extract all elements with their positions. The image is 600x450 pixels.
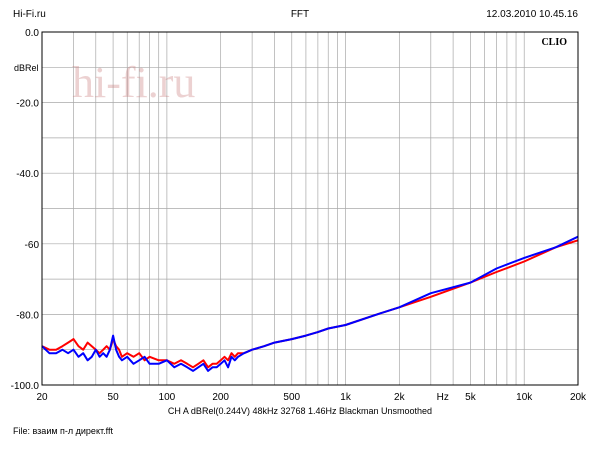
x-tick-label: 2k	[394, 392, 406, 403]
y-tick-label: 0.0	[25, 28, 39, 39]
y-tick-label: -60	[25, 240, 40, 251]
header-chart-title: FFT	[290, 9, 310, 20]
header-timestamp: 12.03.2010 10.45.16	[486, 9, 578, 20]
x-tick-label: 1k	[340, 392, 352, 403]
y-axis-ticks: 0.0 -20.0 -40.0 -60 -80.0 -100.0	[11, 28, 40, 392]
x-tick-label: 500	[283, 392, 300, 403]
clio-brand: CLIO	[541, 37, 567, 48]
series-line-blue	[41, 235, 579, 372]
x-tick-label: 5k	[465, 392, 477, 403]
x-axis-ticks: 20 50 100 200 500 1k 2k Hz 5k 10k 20k	[36, 392, 587, 403]
y-tick-label: -100.0	[11, 381, 40, 392]
file-name: File: взаим п-л директ.fft	[13, 426, 113, 436]
header-app-name: Hi-Fi.ru	[13, 9, 46, 20]
x-tick-label: 20k	[570, 392, 587, 403]
x-tick-label: 50	[108, 392, 120, 403]
y-tick-label: -80.0	[16, 310, 39, 321]
x-tick-label: 200	[212, 392, 229, 403]
y-axis-label: dBRel	[14, 63, 39, 73]
series-layer	[41, 235, 579, 372]
y-tick-label: -40.0	[16, 169, 39, 180]
x-tick-label: 100	[159, 392, 176, 403]
plot-frame	[41, 31, 579, 386]
x-tick-label: Hz	[437, 392, 449, 403]
series-line-red	[41, 239, 579, 369]
y-tick-label: -20.0	[16, 99, 39, 110]
x-tick-label: 20	[36, 392, 48, 403]
x-tick-label: 10k	[516, 392, 533, 403]
measurement-settings: CH A dBRel(0.244V) 48kHz 32768 1.46Hz Bl…	[167, 406, 433, 416]
watermark-logo: hi-fi.ru	[72, 58, 195, 107]
grid	[41, 31, 579, 386]
